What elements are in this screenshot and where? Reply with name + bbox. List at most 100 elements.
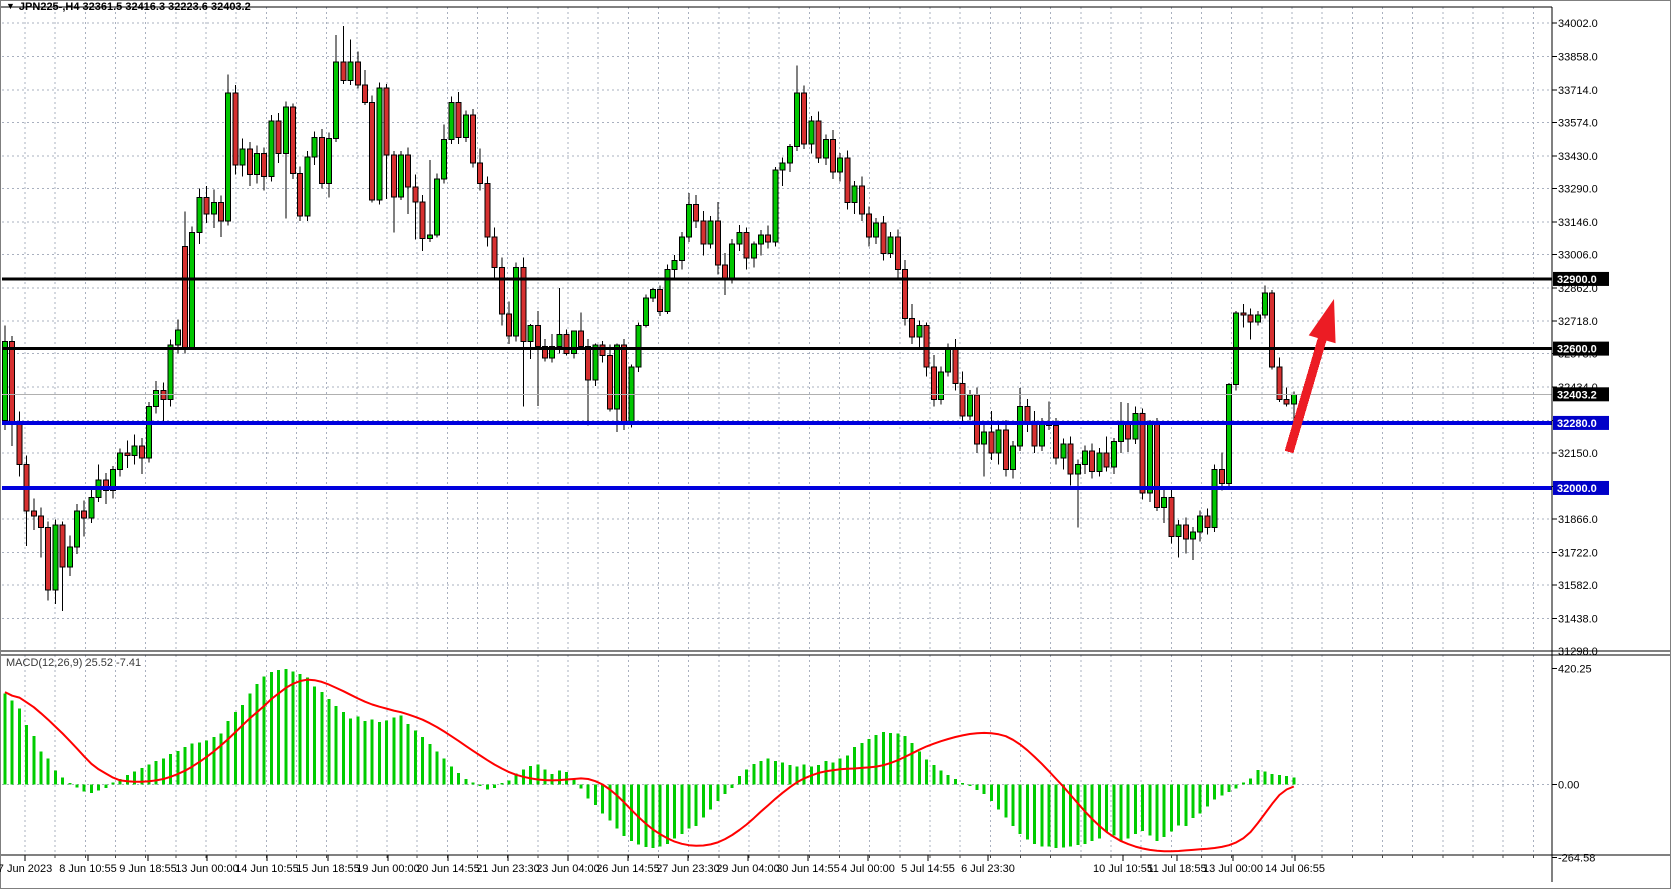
price-tick-label: 31722.0 — [1558, 548, 1598, 560]
macd-histogram-bar — [788, 765, 792, 785]
candle — [801, 85, 808, 149]
macd-histogram-bar — [1133, 784, 1137, 835]
candle — [772, 166, 779, 247]
candle — [1211, 464, 1218, 533]
candle — [74, 504, 80, 555]
macd-histogram-bar — [298, 674, 302, 785]
candle — [1017, 388, 1024, 451]
candle — [110, 465, 116, 499]
price-axis[interactable]: 34002.0 33858.0 33714.0 33574.0 33430.0 33290… — [1552, 18, 1609, 658]
macd-histogram-bar — [579, 784, 583, 789]
macd-histogram-bar — [89, 784, 93, 793]
candle — [239, 138, 246, 177]
macd-histogram-bar — [176, 750, 180, 785]
candle — [434, 173, 440, 238]
candle — [844, 150, 851, 210]
candle — [808, 115, 815, 154]
candle — [484, 176, 491, 247]
candle — [599, 341, 606, 363]
candle — [894, 229, 901, 279]
candle — [1103, 436, 1110, 472]
macd-histogram-bar — [1234, 784, 1238, 789]
candle — [1010, 441, 1016, 479]
price-line-tag: 32000.0 — [1553, 480, 1609, 495]
macd-histogram-bar — [1169, 784, 1173, 832]
macd-histogram-bar — [917, 751, 921, 785]
price-tick-label: 34002.0 — [1558, 18, 1598, 30]
time-tick-label: 10 Jul 10:55 — [1093, 863, 1153, 875]
candle — [138, 438, 145, 475]
time-tick-label: 9 Jun 18:55 — [119, 863, 177, 875]
trend-arrow-annotation[interactable] — [1284, 299, 1336, 454]
candle — [909, 304, 916, 344]
macd-histogram-bar — [651, 784, 655, 848]
macd-histogram-bar — [1270, 774, 1274, 785]
macd-histogram-bar — [341, 712, 345, 785]
macd-histogram-bar — [874, 734, 878, 785]
macd-histogram-bar — [305, 677, 309, 785]
macd-histogram-bar — [507, 780, 511, 785]
macd-histogram-bar — [478, 784, 482, 787]
candle — [88, 489, 95, 523]
chart-dropdown-icon[interactable]: ▼ — [6, 1, 15, 11]
candle — [678, 232, 685, 270]
candle — [981, 422, 988, 477]
time-tick-label: 23 Jun 04:00 — [536, 863, 600, 875]
candle — [1082, 445, 1088, 475]
macd-histogram-bar — [953, 778, 957, 785]
price-line-tag: 32900.0 — [1553, 271, 1609, 286]
macd-histogram-bar — [853, 747, 857, 785]
macd-histogram-bar — [147, 764, 151, 785]
macd-histogram-bar — [896, 733, 900, 785]
candle — [146, 402, 152, 463]
macd-histogram-bar — [349, 718, 353, 785]
macd-histogram-bar — [169, 754, 173, 785]
macd-histogram-bar — [586, 784, 590, 799]
macd-axis[interactable]: 420.25 0.00 -264.58 — [1552, 664, 1595, 865]
macd-histogram-bar — [997, 784, 1001, 810]
macd-histogram-bar — [1112, 784, 1116, 836]
macd-histogram-bar — [82, 784, 86, 792]
candle — [218, 195, 224, 238]
macd-tick-label: 420.25 — [1558, 664, 1592, 676]
price-tick-label: 33858.0 — [1558, 51, 1598, 63]
candle — [916, 320, 923, 349]
macd-histogram-bar — [284, 669, 288, 785]
macd-histogram-bar — [377, 722, 381, 785]
candle — [866, 206, 872, 247]
candle — [902, 259, 908, 326]
time-tick-label: 6 Jul 23:30 — [961, 863, 1015, 875]
candle — [830, 129, 836, 180]
time-tick-label: 11 Jul 18:55 — [1147, 863, 1206, 875]
macd-histogram-bar — [817, 765, 821, 785]
candle — [297, 166, 304, 221]
candle — [606, 344, 613, 412]
candle — [1197, 510, 1204, 542]
macd-histogram-bar — [910, 743, 914, 785]
macd-histogram-bar — [1083, 784, 1087, 844]
macd-histogram-bar — [53, 770, 57, 785]
price-tick-label: 31866.0 — [1558, 514, 1598, 526]
candle — [1233, 310, 1240, 391]
candle — [750, 241, 757, 268]
candle — [59, 521, 66, 612]
macd-pane-series — [3, 669, 1296, 853]
candle — [578, 312, 584, 349]
price-tick-label: 31438.0 — [1558, 613, 1598, 625]
macd-histogram-bar — [1162, 784, 1166, 837]
macd-histogram-bar — [1090, 784, 1094, 842]
candle — [153, 381, 160, 414]
macd-histogram-bar — [1220, 784, 1224, 796]
macd-histogram-bar — [320, 692, 324, 785]
candle — [131, 434, 138, 465]
candle — [930, 355, 937, 407]
macd-histogram-bar — [140, 767, 144, 785]
macd-histogram-bar — [46, 758, 50, 785]
candle — [419, 194, 426, 252]
candle — [261, 147, 268, 191]
macd-histogram-bar — [773, 761, 777, 785]
candle — [1269, 290, 1276, 370]
macd-histogram-bar — [644, 784, 648, 847]
